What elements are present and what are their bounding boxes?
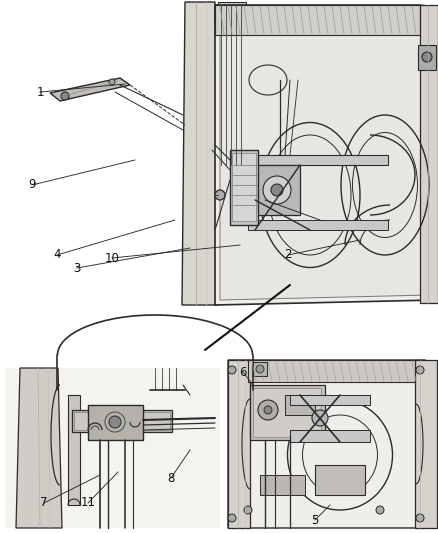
Bar xyxy=(74,412,170,430)
Polygon shape xyxy=(220,10,430,300)
Polygon shape xyxy=(50,78,130,101)
Circle shape xyxy=(228,366,236,374)
Bar xyxy=(285,395,315,415)
Circle shape xyxy=(264,406,272,414)
Bar xyxy=(218,2,246,20)
Text: 10: 10 xyxy=(105,252,120,264)
Bar xyxy=(68,395,80,505)
Bar xyxy=(260,475,305,495)
Bar xyxy=(315,465,365,495)
Bar xyxy=(290,430,370,442)
Circle shape xyxy=(312,410,328,426)
Bar xyxy=(250,385,325,440)
Bar xyxy=(88,405,143,440)
Circle shape xyxy=(416,366,424,374)
Text: 2: 2 xyxy=(284,248,292,262)
Circle shape xyxy=(109,79,115,85)
Bar xyxy=(415,360,437,528)
Circle shape xyxy=(416,514,424,522)
Bar xyxy=(248,360,415,382)
Circle shape xyxy=(376,506,384,514)
Bar xyxy=(418,45,436,70)
Circle shape xyxy=(271,184,283,196)
Bar xyxy=(232,153,256,221)
Bar xyxy=(290,395,370,405)
Bar xyxy=(215,5,420,35)
Text: 4: 4 xyxy=(53,248,61,262)
Circle shape xyxy=(256,365,264,373)
Circle shape xyxy=(263,176,291,204)
Polygon shape xyxy=(16,368,62,528)
Text: 6: 6 xyxy=(239,366,247,378)
Polygon shape xyxy=(228,360,435,528)
Text: 9: 9 xyxy=(28,179,36,191)
Bar xyxy=(230,150,258,225)
Circle shape xyxy=(215,190,225,200)
Circle shape xyxy=(61,92,69,100)
Circle shape xyxy=(422,52,432,62)
Bar xyxy=(255,165,300,215)
Text: 1: 1 xyxy=(36,85,44,99)
Text: 5: 5 xyxy=(311,513,319,527)
Bar xyxy=(248,155,388,165)
Polygon shape xyxy=(215,5,435,305)
Text: 11: 11 xyxy=(81,497,95,510)
Circle shape xyxy=(244,506,252,514)
Bar xyxy=(253,388,321,437)
Bar xyxy=(72,410,172,432)
Bar xyxy=(253,362,267,376)
Bar xyxy=(248,220,388,230)
Polygon shape xyxy=(182,2,218,305)
Text: 8: 8 xyxy=(167,472,175,484)
Bar xyxy=(228,360,250,528)
Text: 7: 7 xyxy=(40,497,48,510)
Bar xyxy=(420,5,438,303)
Bar xyxy=(5,368,220,528)
Text: 3: 3 xyxy=(73,262,81,274)
Circle shape xyxy=(258,400,278,420)
Circle shape xyxy=(228,514,236,522)
Circle shape xyxy=(109,416,121,428)
